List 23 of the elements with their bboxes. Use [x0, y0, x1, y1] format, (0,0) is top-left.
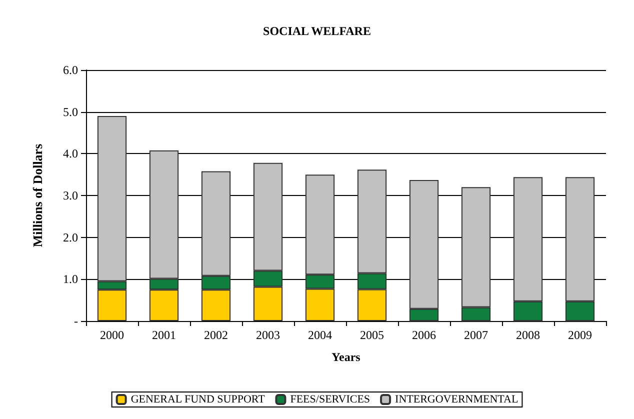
x-tick-label: 2005 [360, 328, 384, 342]
y-tick-label: - [74, 314, 78, 328]
x-tick-label: 2007 [464, 328, 488, 342]
x-tick-label: 2009 [568, 328, 592, 342]
y-tick-label: 5.0 [63, 104, 78, 119]
x-tick-label: 2001 [152, 328, 176, 342]
x-axis-title: Years [332, 350, 361, 364]
x-tick-label: 2004 [308, 328, 332, 342]
legend-label: INTERGOVERNMENTAL [395, 394, 518, 406]
y-tick-label: 2.0 [63, 230, 78, 244]
y-tick-label: 1.0 [63, 272, 78, 286]
x-tick-label: 2008 [516, 328, 540, 342]
x-tick-label: 2002 [204, 328, 228, 342]
y-axis-title: Millions of Dollars [30, 144, 45, 248]
y-tick-label: 3.0 [63, 188, 78, 202]
x-tick-label: 2006 [412, 328, 436, 342]
chart-title: SOCIAL WELFARE [263, 24, 371, 38]
x-tick-label: 2003 [256, 328, 280, 342]
y-tick-label: 4.0 [63, 146, 78, 161]
y-tick-label: 6.0 [63, 63, 78, 77]
x-tick-label: 2000 [100, 328, 124, 342]
legend-label: FEES/SERVICES [290, 394, 370, 406]
legend-label: GENERAL FUND SUPPORT [130, 394, 266, 406]
